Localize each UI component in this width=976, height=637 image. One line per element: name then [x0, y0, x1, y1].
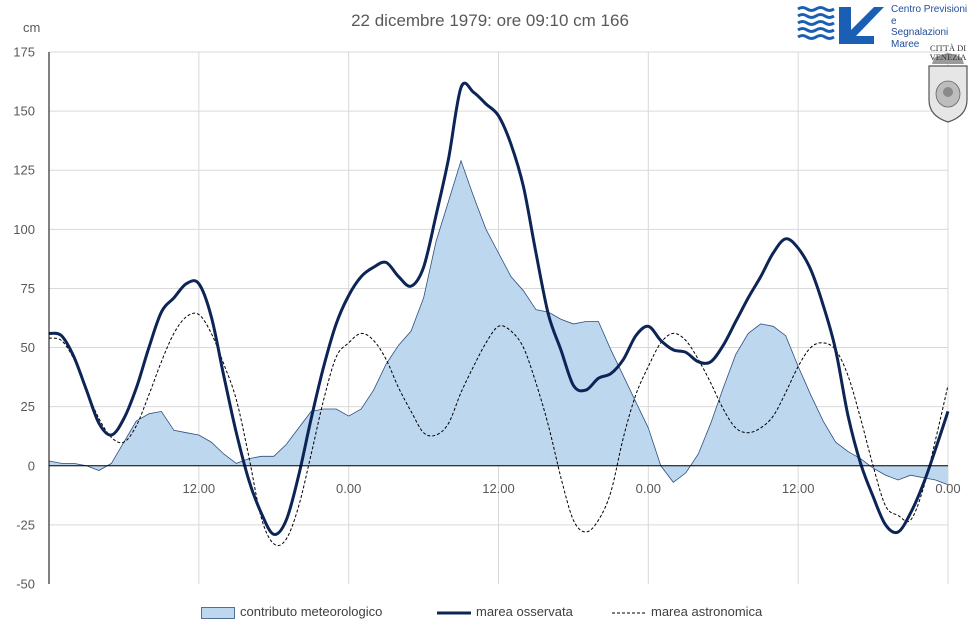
y-tick-label: 75: [21, 281, 35, 296]
y-axis-unit-label: cm: [23, 20, 41, 35]
logo-line-3: Segnalazioni Maree: [891, 27, 949, 50]
legend-meteo-swatch: [201, 607, 235, 619]
astronomical-tide-line: [48, 312, 949, 547]
cpsm-logo-waves-icon: [797, 6, 835, 40]
y-tick-label: 50: [21, 340, 35, 355]
y-tick-label: 175: [13, 45, 35, 60]
y-tick-label: 150: [13, 104, 35, 119]
legend-astro-label: marea astronomica: [651, 604, 763, 619]
x-tick-labels: 12.00 0.00 12.00 0.00 12.00 0.00: [183, 481, 961, 496]
y-tick-label: 25: [21, 399, 35, 414]
x-tick-label: 0.00: [636, 481, 661, 496]
y-tick-label: -50: [16, 577, 35, 592]
legend-observed-swatch: [437, 611, 471, 615]
citta-line-2: VENEZIA: [929, 52, 967, 62]
x-tick-label: 12.00: [482, 481, 515, 496]
cpsm-logo-text: Centro Previsioni e Segnalazioni Maree: [891, 4, 976, 50]
series-lines-layer: [48, 81, 950, 547]
meteo-area: [49, 160, 948, 485]
x-tick-label: 12.00: [183, 481, 216, 496]
y-tick-label: -25: [16, 517, 35, 532]
y-tick-label: 125: [13, 163, 35, 178]
y-tick-label: 0: [28, 458, 35, 473]
x-tick-label: 12.00: [782, 481, 815, 496]
legend-observed-label: marea osservata: [476, 604, 573, 619]
chart-title: 22 dicembre 1979: ore 09:10 cm 166: [351, 11, 629, 30]
logo-line-2: e: [891, 15, 897, 27]
cpsm-logo-arrow-icon: [839, 7, 884, 44]
y-tick-label: 100: [13, 222, 35, 237]
x-tick-label: 0.00: [935, 481, 960, 496]
citta-line-1: CITTÀ DI: [929, 43, 967, 53]
citta-di-venezia-label: CITTÀ DI VENEZIA: [922, 44, 974, 62]
y-tick-labels: -50 -25 0 25 50 75 100 125 150 175: [13, 45, 35, 592]
chart-axes: [48, 52, 948, 584]
observed-tide-line: [48, 81, 950, 536]
logo-line-1: Centro Previsioni: [891, 4, 968, 15]
x-tick-label: 0.00: [336, 481, 361, 496]
legend-meteo-label: contributo meteorologico: [240, 604, 383, 619]
venezia-shield-icon: [928, 53, 968, 123]
legend-astro-swatch: [612, 612, 646, 614]
